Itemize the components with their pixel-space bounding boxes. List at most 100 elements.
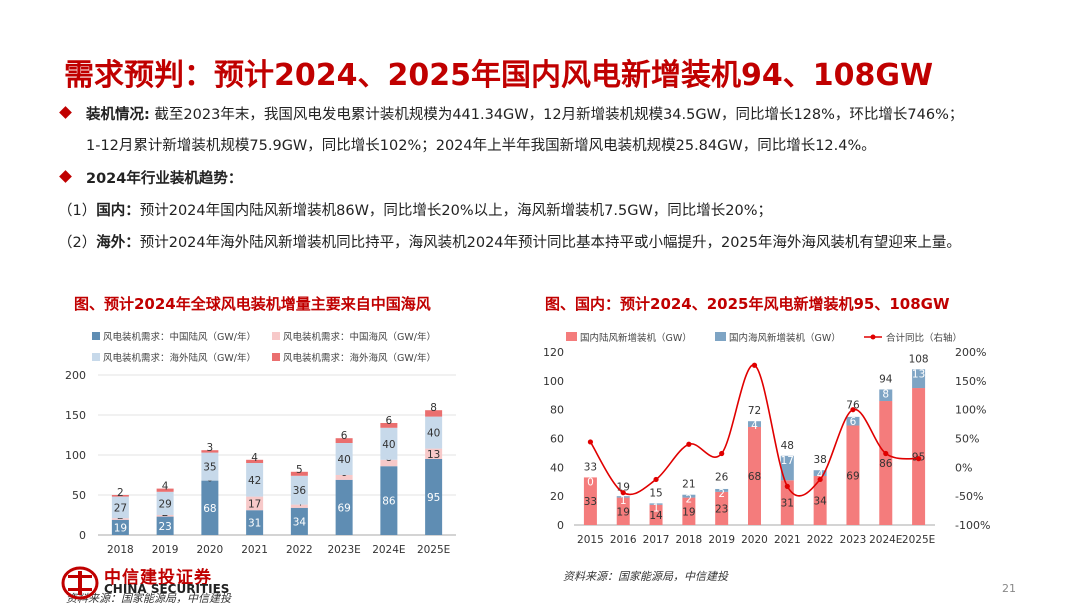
bar-segment <box>380 423 398 428</box>
data-label: 95 <box>427 492 440 504</box>
total-label: 38 <box>813 454 826 466</box>
y-tick-label: 200 <box>65 369 86 382</box>
x-tick-label: 2025E <box>902 534 935 546</box>
data-label: 69 <box>846 470 859 482</box>
data-label: 35 <box>203 462 216 474</box>
bar-segment <box>425 410 443 417</box>
legend-label: 风电装机需求：海外陆风（GW/年） <box>103 352 256 364</box>
bar-segment <box>425 416 443 449</box>
y-tick-label: 120 <box>543 346 564 359</box>
right-chart: 国内陆风新增装机（GW） 国内海风新增装机（GW） 合计同比（右轴）02040608… <box>543 332 990 546</box>
data-label: 13 <box>427 449 440 461</box>
x-tick-label: 2023E <box>327 544 360 556</box>
bar-segment <box>616 497 630 525</box>
data-label: 23 <box>715 503 728 515</box>
y-tick-label: 40 <box>550 461 564 474</box>
bullet-label: 国内： <box>96 203 140 219</box>
legend-label: 合计同比（右轴） <box>886 332 962 344</box>
left-chart-title: 图、预计2024年全球风电装机增量主要来自中国海风 <box>74 295 431 313</box>
data-label: 4 <box>251 452 258 464</box>
data-label: 27 <box>114 502 127 514</box>
diamond-bullet-icon <box>59 170 72 183</box>
page-number: 21 <box>1002 582 1016 595</box>
data-label: 19 <box>114 522 127 534</box>
total-label: 108 <box>909 353 929 365</box>
data-label: 1 <box>620 495 627 507</box>
total-label: 76 <box>846 399 860 411</box>
data-label: 4 <box>162 481 169 493</box>
legend-swatch <box>715 332 726 341</box>
legend-label: 国内陆风新增装机（GW） <box>580 332 692 344</box>
yoy-point <box>620 490 626 496</box>
bullet-trend: 2024年行业装机趋势： <box>58 167 242 188</box>
bar-segment <box>616 496 630 498</box>
x-tick-label: 2023 <box>840 534 867 546</box>
left-source-note: 资料来源：国家能源局，中信建投 <box>66 592 231 605</box>
right-chart-title: 图、国内：预计2024、2025年风电新增装机95、108GW <box>545 295 950 313</box>
bar-segment <box>201 480 219 535</box>
left-chart: 风电装机需求：中国陆风（GW/年） 风电装机需求：中国海风（GW/年） 风电装机需求… <box>65 331 456 556</box>
x-tick-label: 2022 <box>286 544 313 556</box>
data-label: 34 <box>813 495 827 507</box>
total-label: 72 <box>748 405 761 417</box>
bullet-text: 截至2023年末，我国风电发电累计装机规模为441.34GW，12月新增装机规模… <box>154 107 964 123</box>
bar-segment <box>715 488 729 492</box>
yoy-point <box>653 476 659 483</box>
bar-segment <box>682 494 696 498</box>
yoy-point <box>686 441 692 447</box>
yoy-point <box>751 362 758 368</box>
bar-segment <box>425 448 443 459</box>
data-label: 8 <box>430 402 437 414</box>
y2-tick-label: 100% <box>955 404 986 417</box>
bar-segment <box>246 496 264 511</box>
x-tick-label: 2016 <box>610 534 637 546</box>
y-tick-label: 20 <box>550 490 564 503</box>
data-label: 17 <box>781 455 794 467</box>
data-label: 68 <box>748 471 761 483</box>
legend-swatch <box>92 332 100 340</box>
data-label: 86 <box>382 496 396 508</box>
bullet-prefix: （1） <box>58 203 97 219</box>
bar-segment <box>715 491 729 525</box>
data-label: 34 <box>293 516 307 528</box>
data-label: 19 <box>617 506 630 518</box>
data-label: 69 <box>337 502 350 514</box>
data-label: 2 <box>686 494 693 506</box>
yoy-point <box>850 407 856 413</box>
legend-label: 风电装机需求：中国陆风（GW/年） <box>103 331 256 343</box>
bar-segment <box>846 425 860 525</box>
x-tick-label: 2024E <box>372 544 405 556</box>
x-tick-label: 2019 <box>152 544 179 556</box>
legend-swatch <box>566 332 577 341</box>
x-tick-label: 2021 <box>241 544 268 556</box>
bar-segment <box>380 459 398 467</box>
x-tick-label: 2018 <box>675 534 702 546</box>
x-tick-label: 2024E <box>869 534 902 546</box>
bar-segment <box>111 519 129 535</box>
bar-segment <box>111 496 129 519</box>
yoy-line <box>589 364 919 497</box>
bullet-installation: 装机情况: 截至2023年末，我国风电发电累计装机规模为441.34GW，12月… <box>58 103 963 124</box>
data-label: 40 <box>382 439 395 451</box>
y-tick-label: 150 <box>65 409 86 422</box>
bar-segment <box>335 443 353 475</box>
data-label: 23 <box>158 521 171 533</box>
bar-segment <box>246 510 264 535</box>
y-tick-label: 0 <box>557 519 564 532</box>
data-label: 31 <box>781 498 794 510</box>
y2-tick-label: -100% <box>955 519 990 532</box>
data-label: 19 <box>682 506 695 518</box>
data-label: 13 <box>912 368 925 380</box>
bar-segment <box>156 488 174 492</box>
y-tick-label: 100 <box>543 375 564 388</box>
yoy-point <box>883 450 889 457</box>
x-tick-label: 2019 <box>708 534 735 546</box>
data-label: 2 <box>718 488 725 500</box>
x-tick-label: 2022 <box>807 534 834 546</box>
bar-segment <box>246 463 264 497</box>
yoy-point <box>784 483 790 489</box>
y2-tick-label: 200% <box>955 346 986 359</box>
data-label: 2 <box>117 487 124 499</box>
data-label: 4 <box>751 420 758 432</box>
